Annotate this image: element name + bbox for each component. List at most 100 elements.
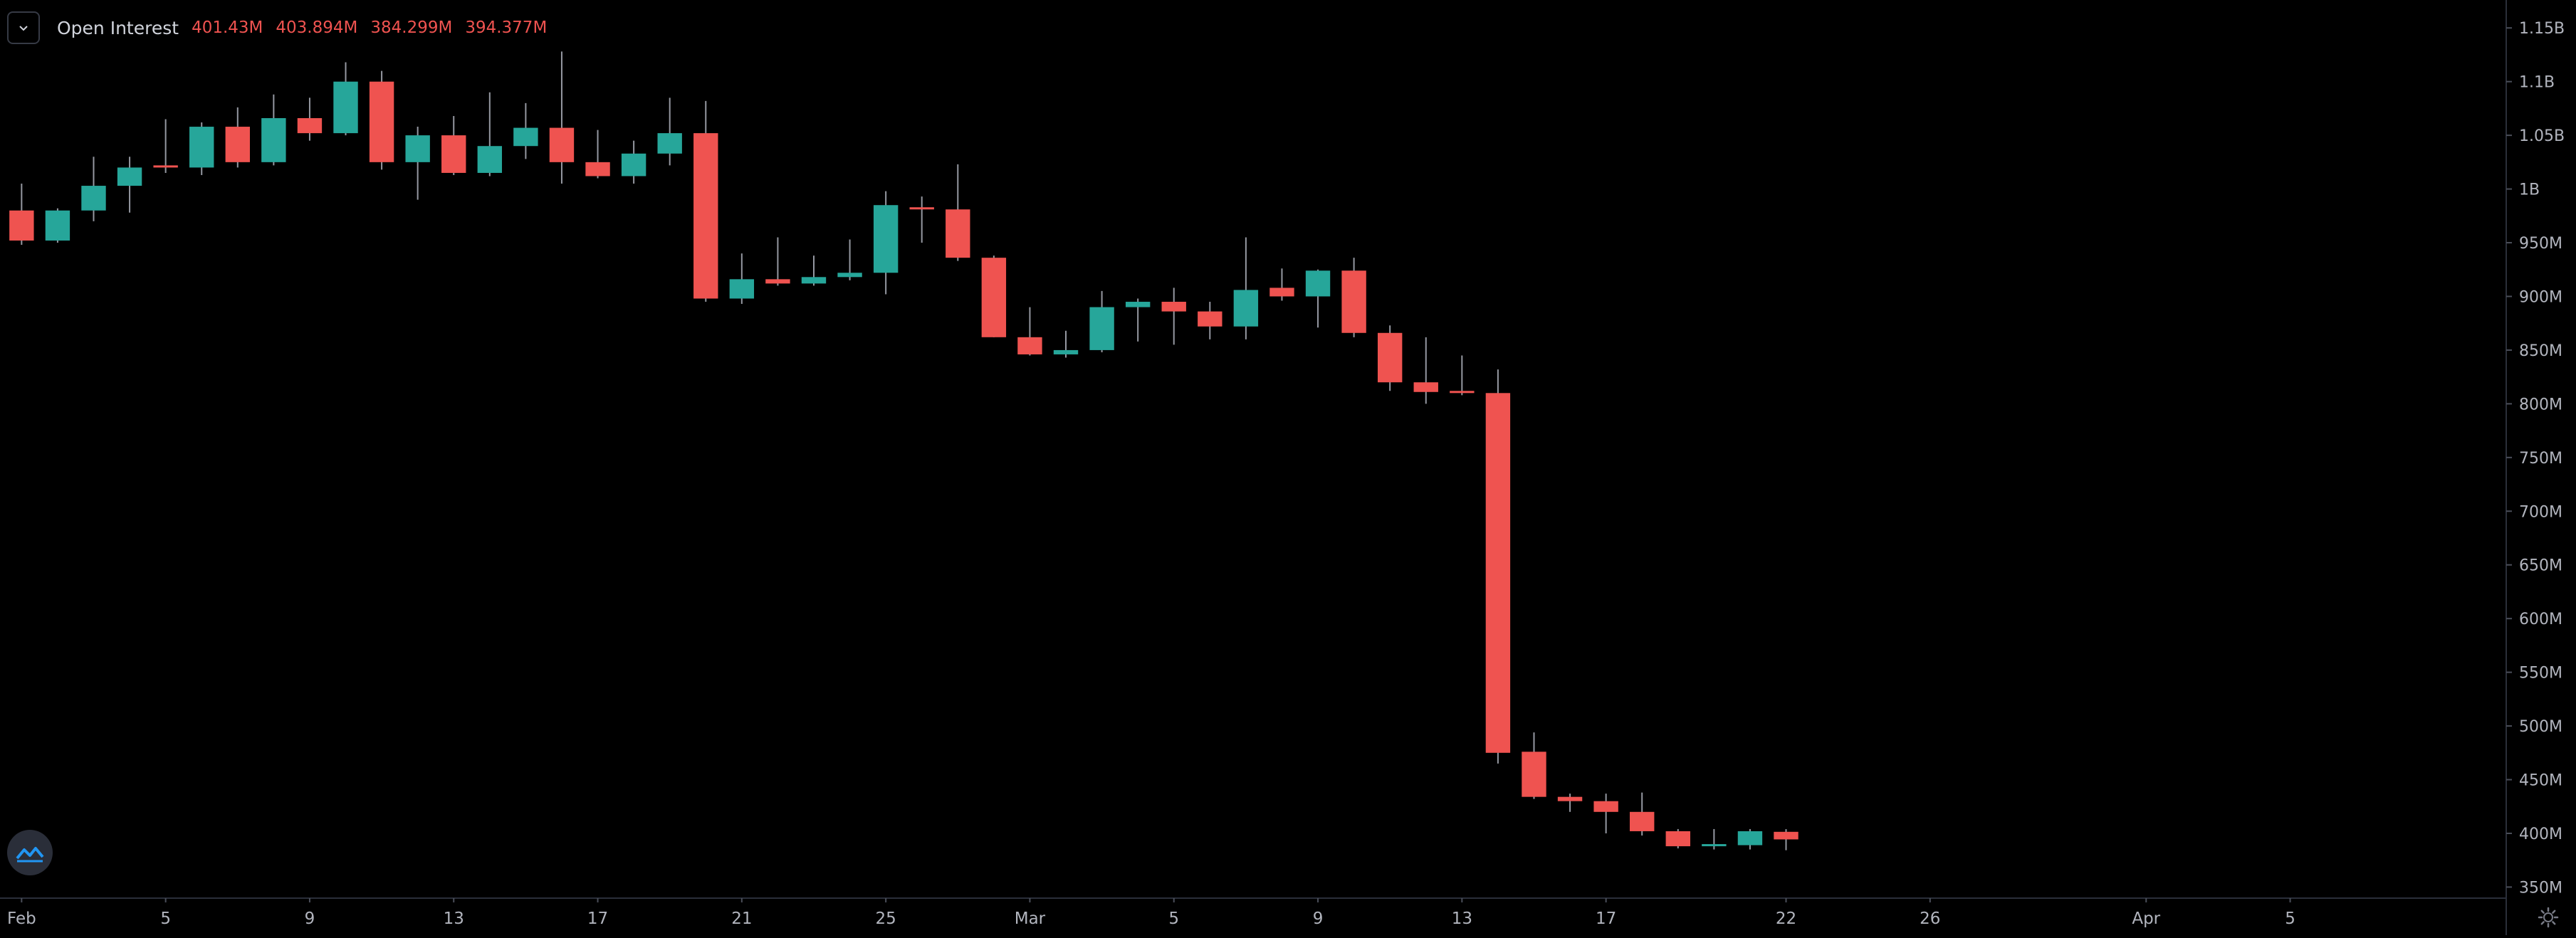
price-tick-label: 500M <box>2519 718 2562 736</box>
candle-body-down <box>153 165 178 168</box>
candle[interactable] <box>1125 298 1151 342</box>
candle[interactable] <box>909 196 934 243</box>
candle-body-down <box>1774 831 1799 840</box>
candle-body-down <box>765 279 790 284</box>
time-tick-label: 5 <box>2285 910 2295 928</box>
candle[interactable] <box>1233 237 1259 339</box>
candle[interactable] <box>1522 732 1546 799</box>
tradingview-logo-icon[interactable] <box>7 830 53 875</box>
price-tick-label: 800M <box>2519 396 2562 413</box>
candle-body-up <box>801 277 827 284</box>
indicator-title: Open Interest <box>57 17 179 38</box>
candle[interactable] <box>9 184 34 246</box>
candle-body-up <box>333 81 358 134</box>
candle[interactable] <box>1341 258 1366 337</box>
price-tick-label: 950M <box>2519 235 2562 253</box>
candle[interactable] <box>801 255 827 286</box>
candle-body-down <box>297 117 323 134</box>
candle[interactable] <box>729 253 755 305</box>
candle[interactable] <box>1053 330 1079 358</box>
candle[interactable] <box>1450 355 1475 396</box>
candle-body-up <box>873 205 899 273</box>
candle-body-down <box>1269 288 1294 297</box>
candle[interactable] <box>1593 794 1618 833</box>
price-tick-label: 1B <box>2519 181 2540 199</box>
candle[interactable] <box>1557 794 1583 812</box>
candle[interactable] <box>1161 288 1186 345</box>
time-tick-label: Mar <box>1015 910 1046 928</box>
candle-body-up <box>81 186 106 211</box>
price-axis[interactable]: 1.15B 1.1B 1.05B 1B 950M 900M 850M 800M 750M 700M… <box>2506 20 2565 897</box>
candle[interactable] <box>369 70 394 170</box>
time-tick-label: Feb <box>7 910 36 928</box>
candle-body-down <box>1630 811 1655 831</box>
time-axis[interactable]: Feb 5 9 13 17 21 25 Mar 5 9 13 17 22 26 Apr 5 <box>7 898 2295 928</box>
candle-body-down <box>981 258 1007 337</box>
candle-body-down <box>1522 752 1546 797</box>
candle-body-up <box>1702 844 1727 847</box>
candle[interactable] <box>477 92 503 176</box>
candle-body-up <box>261 117 286 162</box>
candle[interactable] <box>1198 302 1222 339</box>
candle[interactable] <box>261 94 286 166</box>
candle[interactable] <box>585 130 610 179</box>
candle-body-down <box>693 133 718 299</box>
candle[interactable] <box>1413 337 1438 404</box>
time-tick-label: 21 <box>731 910 752 928</box>
candle[interactable] <box>81 157 106 221</box>
candle[interactable] <box>981 255 1007 337</box>
candle-body-down <box>946 209 970 258</box>
candle-body-down <box>369 81 394 162</box>
candle[interactable] <box>621 140 646 184</box>
candle[interactable] <box>297 98 323 141</box>
candle[interactable] <box>657 98 682 166</box>
candle[interactable] <box>1305 269 1331 328</box>
candle[interactable] <box>45 208 70 243</box>
candle-body-down <box>1017 337 1042 354</box>
candle[interactable] <box>1269 268 1294 301</box>
candle[interactable] <box>693 100 718 302</box>
candle[interactable] <box>765 237 790 286</box>
candle-body-up <box>1737 831 1763 845</box>
candle[interactable] <box>1737 828 1763 850</box>
candle[interactable] <box>1485 369 1511 764</box>
time-tick-label: 17 <box>1596 910 1616 928</box>
candle[interactable] <box>1702 828 1727 850</box>
candle-body-up <box>405 135 430 162</box>
candle[interactable] <box>873 191 899 295</box>
price-tick-label: 850M <box>2519 342 2562 360</box>
candle[interactable] <box>333 62 358 136</box>
time-tick-label: 17 <box>587 910 608 928</box>
time-tick-label: Apr <box>2132 910 2160 928</box>
collapse-legend-button[interactable] <box>7 11 40 44</box>
candle[interactable] <box>1774 829 1799 850</box>
gear-icon[interactable] <box>2535 904 2562 931</box>
price-tick-label: 650M <box>2519 557 2562 575</box>
candle[interactable] <box>1089 290 1114 352</box>
candle[interactable] <box>189 122 214 175</box>
candle[interactable] <box>513 102 538 159</box>
candle-body-down <box>1413 382 1438 392</box>
candle[interactable] <box>441 115 466 175</box>
candle-body-up <box>837 273 862 278</box>
candle[interactable] <box>946 164 970 261</box>
time-tick-label: 13 <box>444 910 464 928</box>
time-tick-label: 25 <box>875 910 896 928</box>
candle[interactable] <box>117 157 142 213</box>
candle-body-up <box>513 127 538 147</box>
candle[interactable] <box>153 119 178 173</box>
candle[interactable] <box>405 127 430 200</box>
candle[interactable] <box>1377 325 1403 391</box>
candle[interactable] <box>837 239 862 280</box>
candle[interactable] <box>1630 792 1655 836</box>
candle[interactable] <box>549 51 575 184</box>
time-tick-label: 22 <box>1776 910 1796 928</box>
candle[interactable] <box>1665 828 1690 849</box>
candles[interactable] <box>9 51 1799 850</box>
candle[interactable] <box>225 107 250 168</box>
candle[interactable] <box>1017 307 1042 356</box>
candle-body-down <box>909 207 934 210</box>
candle-body-up <box>1089 307 1114 350</box>
